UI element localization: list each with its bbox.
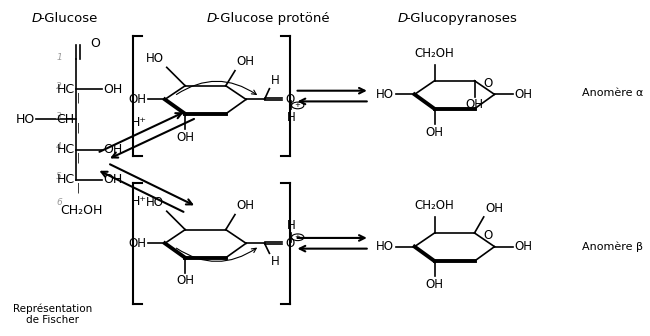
Text: HO: HO: [376, 240, 395, 253]
Text: OH: OH: [103, 83, 123, 96]
Text: D: D: [31, 12, 42, 26]
Text: |: |: [77, 123, 80, 133]
Text: OH: OH: [176, 131, 194, 143]
Text: 5: 5: [57, 172, 62, 181]
Text: -Glucose protöné: -Glucose protöné: [214, 12, 330, 26]
Text: H: H: [287, 111, 295, 124]
Text: OH: OH: [426, 126, 443, 138]
Text: H⁺: H⁺: [131, 116, 147, 129]
Text: OH: OH: [515, 240, 533, 253]
Text: -Glucopyranoses: -Glucopyranoses: [406, 12, 517, 26]
Text: 6: 6: [57, 198, 62, 207]
Text: D: D: [397, 12, 408, 26]
Text: |: |: [77, 183, 80, 193]
Text: Représentation: Représentation: [14, 303, 92, 314]
Text: OH: OH: [515, 88, 533, 101]
Text: OH: OH: [465, 98, 484, 112]
Text: O: O: [285, 93, 294, 106]
Text: 1: 1: [57, 53, 62, 62]
Text: OH: OH: [176, 275, 194, 288]
Text: HO: HO: [376, 88, 395, 101]
Text: OH: OH: [103, 143, 123, 156]
Text: Anomère β: Anomère β: [582, 241, 643, 252]
Text: CH: CH: [57, 113, 75, 126]
Text: OH: OH: [129, 237, 146, 250]
Text: HO: HO: [146, 52, 164, 65]
Text: O: O: [483, 77, 492, 90]
Text: OH: OH: [129, 93, 146, 106]
FancyArrowPatch shape: [176, 81, 256, 94]
Text: -Glucose: -Glucose: [40, 12, 98, 26]
Text: 4: 4: [57, 142, 62, 151]
Text: 3: 3: [57, 112, 62, 121]
Text: +: +: [294, 234, 301, 240]
Text: O: O: [90, 37, 99, 50]
Text: O: O: [285, 237, 294, 250]
Text: OH: OH: [103, 173, 123, 186]
Text: CH₂OH: CH₂OH: [415, 199, 454, 212]
Text: OH: OH: [236, 55, 254, 68]
Text: Anomère α: Anomère α: [582, 88, 644, 98]
FancyArrowPatch shape: [176, 248, 256, 261]
Text: OH: OH: [426, 278, 443, 291]
Text: de Fischer: de Fischer: [27, 314, 79, 325]
Text: OH: OH: [486, 202, 504, 215]
Text: CH₂OH: CH₂OH: [415, 47, 454, 60]
Text: HO: HO: [16, 113, 35, 126]
Text: |: |: [77, 92, 80, 103]
Text: OH: OH: [236, 199, 254, 212]
Text: D: D: [207, 12, 217, 26]
Text: H: H: [270, 74, 280, 87]
Text: +: +: [294, 102, 301, 109]
Text: O: O: [483, 229, 492, 242]
Text: HC: HC: [57, 143, 75, 156]
Text: 2: 2: [57, 82, 62, 90]
Text: HC: HC: [57, 173, 75, 186]
Text: H: H: [287, 219, 295, 232]
Text: CH₂OH: CH₂OH: [60, 204, 103, 217]
Text: HC: HC: [57, 83, 75, 96]
Text: H: H: [270, 255, 280, 268]
Text: H⁺: H⁺: [131, 195, 147, 208]
Text: HO: HO: [146, 196, 164, 209]
Text: |: |: [77, 153, 80, 163]
